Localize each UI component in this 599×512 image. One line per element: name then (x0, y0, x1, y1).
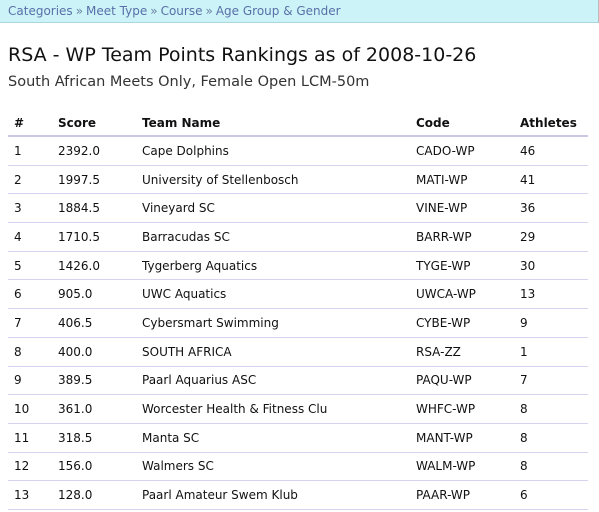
team-name-cell: Manta SC (136, 423, 410, 453)
team-name-cell: Paarl Aquarius ASC (136, 366, 410, 396)
athletes-cell: 30 (514, 251, 588, 281)
score-cell: 389.5 (52, 366, 136, 396)
code-cell: WHFC-WP (410, 394, 514, 424)
score-cell: 128.0 (52, 480, 136, 510)
breadcrumb-course[interactable]: Course (160, 4, 203, 18)
rank-cell: 12 (8, 452, 52, 482)
table-row: 4 1710.5 Barracudas SC BARR-WP 29 (8, 222, 588, 252)
team-name-cell: Paarl Amateur Swem Klub (136, 480, 410, 510)
score-cell: 905.0 (52, 279, 136, 310)
team-name-cell: Worcester Health & Fitness Clu (136, 394, 410, 424)
table-row: 11 318.5 Manta SC MANT-WP 8 (8, 423, 588, 453)
code-cell: MATI-WP (410, 165, 514, 195)
athletes-cell: 8 (514, 423, 588, 453)
breadcrumb-meet-type[interactable]: Meet Type (86, 4, 148, 18)
score-cell: 361.0 (52, 394, 136, 424)
rank-cell: 3 (8, 193, 52, 224)
rank-cell: 9 (8, 366, 52, 396)
score-cell: 1426.0 (52, 251, 136, 281)
table-row: 13 128.0 Paarl Amateur Swem Klub PAAR-WP 6 (8, 480, 588, 510)
score-cell: 1884.5 (52, 193, 136, 224)
table-row: 7 406.5 Cybersmart Swimming CYBE-WP 9 (8, 308, 588, 338)
team-name-cell: Walmers SC (136, 452, 410, 482)
header-athletes: Athletes (514, 111, 588, 137)
breadcrumb-separator: » (75, 4, 84, 18)
header-rank: # (8, 111, 52, 137)
rankings-table: # Score Team Name Code Athletes 1 2392.0 C… (8, 111, 588, 510)
page-subtitle: South African Meets Only, Female Open LC… (8, 74, 370, 90)
table-row: 3 1884.5 Vineyard SC VINE-WP 36 (8, 193, 588, 224)
code-cell: CYBE-WP (410, 308, 514, 338)
breadcrumb: Categories» Meet Type» Course» Age Group & … (0, 0, 599, 23)
athletes-cell: 9 (514, 308, 588, 338)
rank-cell: 10 (8, 394, 52, 424)
athletes-cell: 46 (514, 136, 588, 166)
table-row: 2 1997.5 University of Stellenbosch MATI-WP… (8, 165, 588, 195)
table-row: 12 156.0 Walmers SC WALM-WP 8 (8, 452, 588, 482)
team-name-cell: Vineyard SC (136, 193, 410, 224)
athletes-cell: 13 (514, 279, 588, 310)
code-cell: BARR-WP (410, 222, 514, 252)
score-cell: 156.0 (52, 452, 136, 482)
athletes-cell: 7 (514, 366, 588, 396)
code-cell: MANT-WP (410, 423, 514, 453)
table-row: 5 1426.0 Tygerberg Aquatics TYGE-WP 30 (8, 251, 588, 281)
score-cell: 318.5 (52, 423, 136, 453)
rank-cell: 11 (8, 423, 52, 453)
breadcrumb-categories[interactable]: Categories (8, 4, 73, 18)
header-team-name: Team Name (136, 111, 410, 137)
rank-cell: 5 (8, 251, 52, 281)
rank-cell: 2 (8, 165, 52, 195)
score-cell: 1997.5 (52, 165, 136, 195)
team-name-cell: Cybersmart Swimming (136, 308, 410, 338)
code-cell: TYGE-WP (410, 251, 514, 281)
rank-cell: 4 (8, 222, 52, 252)
rank-cell: 7 (8, 308, 52, 338)
rank-cell: 1 (8, 136, 52, 166)
score-cell: 400.0 (52, 337, 136, 367)
athletes-cell: 41 (514, 165, 588, 195)
team-name-cell: Barracudas SC (136, 222, 410, 252)
athletes-cell: 1 (514, 337, 588, 367)
table-row: 8 400.0 SOUTH AFRICA RSA-ZZ 1 (8, 337, 588, 367)
athletes-cell: 8 (514, 452, 588, 482)
score-cell: 1710.5 (52, 222, 136, 252)
code-cell: PAAR-WP (410, 480, 514, 510)
athletes-cell: 8 (514, 394, 588, 424)
table-body: 1 2392.0 Cape Dolphins CADO-WP 46 2 1997.5 Univ… (8, 136, 588, 510)
code-cell: UWCA-WP (410, 279, 514, 310)
rank-cell: 6 (8, 279, 52, 310)
athletes-cell: 6 (514, 480, 588, 510)
table-header-row: # Score Team Name Code Athletes (8, 111, 588, 137)
rank-cell: 8 (8, 337, 52, 367)
header-score: Score (52, 111, 136, 137)
table-row: 6 905.0 UWC Aquatics UWCA-WP 13 (8, 279, 588, 310)
header-code: Code (410, 111, 514, 137)
breadcrumb-age-group-gender[interactable]: Age Group & Gender (215, 4, 341, 18)
team-name-cell: University of Stellenbosch (136, 165, 410, 195)
code-cell: RSA-ZZ (410, 337, 514, 367)
table-row: 10 361.0 Worcester Health & Fitness Clu WHF… (8, 394, 588, 424)
team-name-cell: Tygerberg Aquatics (136, 251, 410, 281)
code-cell: CADO-WP (410, 136, 514, 166)
breadcrumb-separator: » (205, 4, 213, 18)
rank-cell: 13 (8, 480, 52, 510)
code-cell: PAQU-WP (410, 366, 514, 396)
score-cell: 406.5 (52, 308, 136, 338)
code-cell: VINE-WP (410, 193, 514, 224)
code-cell: WALM-WP (410, 452, 514, 482)
athletes-cell: 29 (514, 222, 588, 252)
team-name-cell: UWC Aquatics (136, 279, 410, 310)
athletes-cell: 36 (514, 193, 588, 224)
team-name-cell: SOUTH AFRICA (136, 337, 410, 367)
table-row: 9 389.5 Paarl Aquarius ASC PAQU-WP 7 (8, 366, 588, 396)
score-cell: 2392.0 (52, 136, 136, 166)
breadcrumb-separator: » (150, 4, 158, 18)
page-title: RSA - WP Team Points Rankings as of 2008… (8, 44, 477, 66)
team-name-cell: Cape Dolphins (136, 136, 410, 166)
table-row: 1 2392.0 Cape Dolphins CADO-WP 46 (8, 136, 588, 166)
